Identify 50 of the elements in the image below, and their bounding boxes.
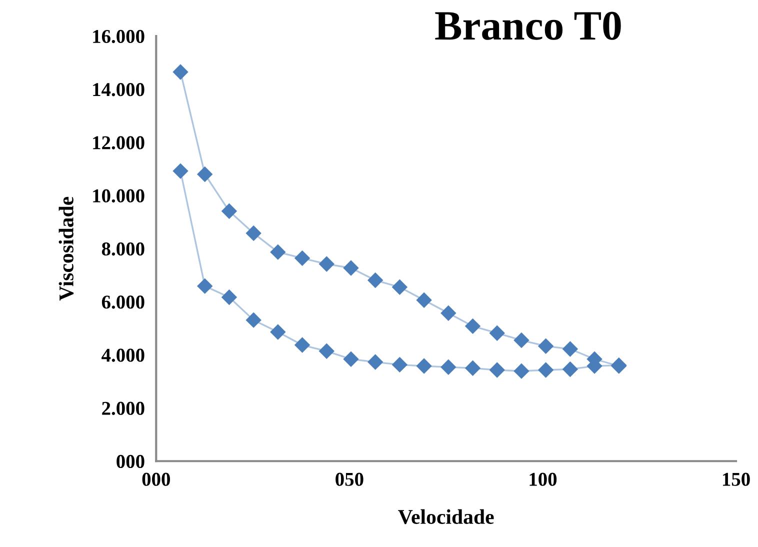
x-axis-title: Velocidade bbox=[398, 509, 494, 524]
point bbox=[465, 318, 480, 334]
point bbox=[538, 362, 554, 378]
point bbox=[197, 278, 212, 294]
point bbox=[368, 354, 383, 370]
x-tick-label: 000 bbox=[142, 472, 170, 486]
point bbox=[514, 332, 530, 348]
y-tick-label: 14.000 bbox=[93, 83, 144, 96]
point bbox=[392, 280, 408, 295]
point bbox=[562, 341, 578, 357]
point bbox=[294, 250, 310, 266]
point bbox=[440, 360, 456, 375]
x-tick-label: 050 bbox=[336, 472, 364, 486]
y-tick-label: 16.000 bbox=[93, 30, 144, 44]
point bbox=[392, 357, 408, 372]
y-tick-label: 6.000 bbox=[102, 296, 144, 309]
y-tick-label: 8.000 bbox=[102, 242, 144, 256]
point bbox=[270, 244, 286, 260]
point bbox=[514, 364, 530, 379]
y-axis-title: Viscosidade bbox=[58, 196, 74, 301]
point bbox=[538, 338, 554, 354]
point bbox=[368, 272, 383, 288]
point bbox=[294, 337, 310, 353]
point bbox=[222, 290, 237, 305]
point bbox=[465, 360, 480, 376]
point bbox=[343, 352, 359, 367]
x-tick-label: 100 bbox=[530, 472, 557, 486]
point bbox=[172, 163, 188, 179]
y-tick-label: 2.000 bbox=[102, 402, 144, 416]
point bbox=[319, 344, 334, 359]
point bbox=[343, 260, 359, 276]
point bbox=[416, 292, 432, 308]
x-tick-label: 150 bbox=[722, 472, 750, 486]
point bbox=[270, 324, 286, 340]
chart-title: Branco T0 bbox=[435, 12, 621, 40]
point bbox=[490, 326, 505, 341]
point bbox=[562, 362, 578, 377]
point bbox=[246, 312, 262, 328]
point bbox=[172, 64, 188, 80]
point bbox=[222, 204, 237, 219]
y-tick-label: 10.000 bbox=[93, 189, 144, 203]
point bbox=[319, 256, 334, 272]
point bbox=[490, 362, 505, 378]
point bbox=[197, 166, 212, 182]
point bbox=[416, 358, 432, 374]
y-tick-label: 12.000 bbox=[93, 136, 144, 150]
y-tick-label: 4.000 bbox=[102, 348, 144, 362]
point bbox=[246, 226, 262, 241]
y-tick-label: 000 bbox=[116, 454, 144, 468]
point bbox=[440, 306, 456, 321]
